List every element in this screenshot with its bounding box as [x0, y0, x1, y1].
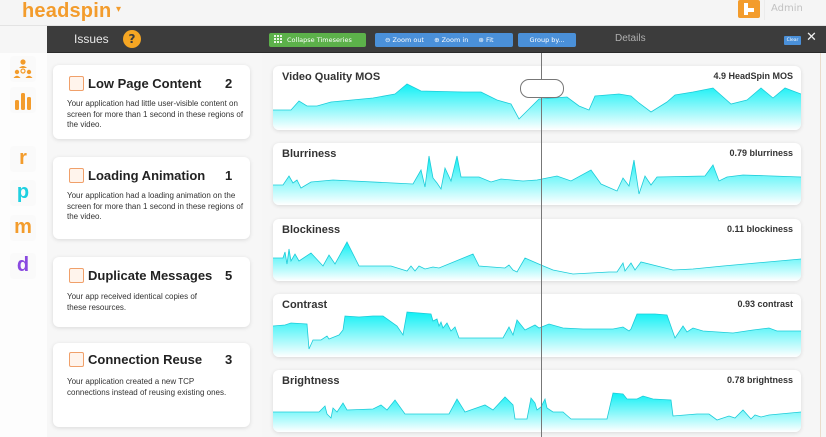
issue-count: 2 [225, 76, 233, 91]
duplicate-icon [69, 268, 84, 283]
m-app-icon[interactable]: m [10, 215, 36, 241]
timeseries-blurriness[interactable]: Blurriness 0.79 blurriness [273, 143, 801, 205]
group-by-button[interactable]: Group by... [518, 33, 576, 47]
zoom-out-button[interactable]: ⊖ Zoom out [385, 33, 424, 47]
issue-card-duplicate-messages[interactable]: Duplicate Messages 5 Your app received i… [53, 257, 250, 327]
contrast-sparkline [273, 311, 801, 357]
headspin-logo[interactable]: headspin [22, 0, 112, 22]
blockiness-sparkline [273, 241, 801, 281]
issues-list: Low Page Content 2 Your application had … [47, 53, 262, 437]
zoom-button-group: ⊖ Zoom out ⊕ Zoom in ⊛ Fit [375, 33, 513, 47]
timeseries-area: Video Quality MOS 4.9 HeadSpin MOS Blurr… [262, 53, 826, 437]
bar-chart-icon[interactable] [10, 87, 36, 113]
grid-icon [274, 35, 282, 43]
issues-toolbar: Issues ? Collapse Timeseries ⊖ Zoom out … [47, 26, 826, 53]
chevron-down-icon[interactable]: ▾ [116, 4, 122, 15]
zoom-in-icon: ⊕ [434, 36, 440, 44]
p-app-icon[interactable]: p [10, 180, 36, 206]
admin-menu[interactable]: Admin [764, 0, 824, 20]
issue-count: 3 [225, 352, 233, 367]
issue-count: 1 [225, 168, 233, 183]
collapse-timeseries-button[interactable]: Collapse Timeseries [269, 33, 366, 47]
panel-divider [820, 53, 821, 437]
top-bar: headspin ▾ Admin [0, 0, 826, 26]
brightness-sparkline [273, 392, 801, 432]
d-app-icon[interactable]: d [10, 253, 36, 279]
team-icon[interactable] [10, 56, 36, 82]
app-rail: r p m d [0, 53, 47, 437]
zoom-out-icon: ⊖ [385, 36, 391, 44]
playhead-line[interactable] [541, 53, 542, 437]
timeseries-video-quality-mos[interactable]: Video Quality MOS 4.9 HeadSpin MOS [273, 66, 801, 130]
mos-sparkline [273, 83, 801, 130]
loading-icon [69, 168, 84, 183]
issue-count: 5 [225, 268, 233, 283]
issue-card-loading-animation[interactable]: Loading Animation 1 Your application had… [53, 157, 250, 239]
low-content-icon [69, 76, 84, 91]
r-app-icon[interactable]: r [10, 146, 36, 172]
issue-card-low-page-content[interactable]: Low Page Content 2 Your application had … [53, 65, 250, 139]
clear-button[interactable]: Clear [784, 36, 801, 45]
details-tab[interactable]: Details [615, 33, 646, 44]
playhead-handle[interactable] [520, 79, 564, 98]
blurriness-sparkline [273, 155, 801, 205]
issues-title: Issues [74, 32, 109, 46]
fit-button[interactable]: ⊛ Fit [478, 33, 493, 47]
timeseries-brightness[interactable]: Brightness 0.78 brightness [273, 370, 801, 432]
timeseries-blockiness[interactable]: Blockiness 0.11 blockiness [273, 219, 801, 281]
connection-icon [69, 352, 84, 367]
timeseries-contrast[interactable]: Contrast 0.93 contrast [273, 294, 801, 357]
close-icon[interactable]: ✕ [806, 30, 817, 45]
help-icon[interactable]: ? [123, 30, 141, 48]
issue-card-connection-reuse[interactable]: Connection Reuse 3 Your application crea… [53, 343, 250, 427]
zoom-in-button[interactable]: ⊕ Zoom in [434, 33, 468, 47]
fit-icon: ⊛ [478, 36, 484, 44]
headspin-badge-icon [738, 0, 760, 18]
